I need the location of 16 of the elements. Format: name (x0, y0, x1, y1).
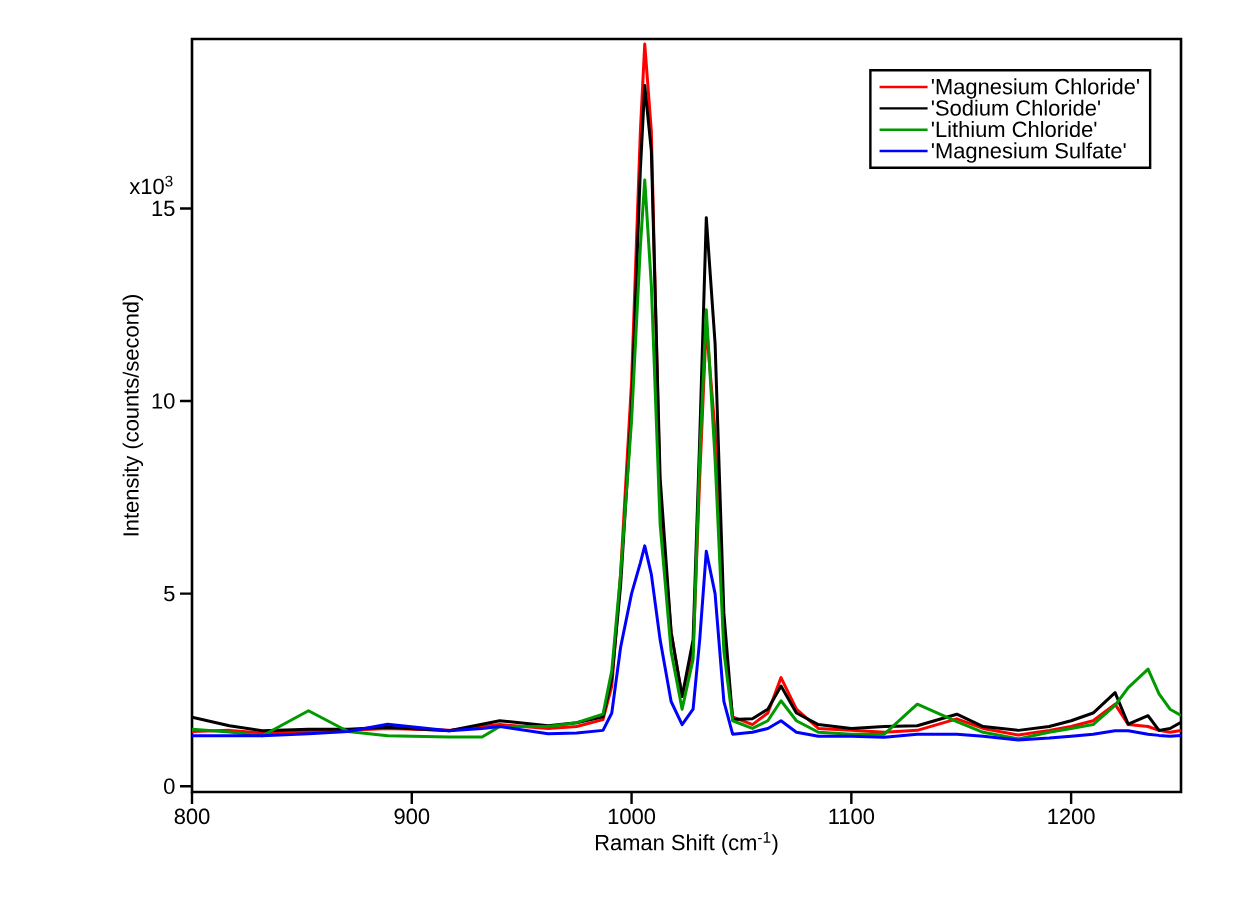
x-tick-label: 1000 (608, 808, 656, 825)
legend-label: 'Sodium Chloride' (931, 99, 1101, 116)
x-tick-label: 1100 (829, 808, 875, 825)
x-tick-label: 1200 (1048, 808, 1095, 825)
legend-label: 'Lithium Chloride' (931, 121, 1097, 138)
y-tick-label: 15 (152, 200, 175, 217)
x-tick-label: 900 (394, 808, 430, 825)
x-tick-label: 800 (174, 808, 210, 825)
y-tick-label: 5 (164, 585, 175, 602)
x-axis-title: Raman Shift (cm$^{-1}$) (595, 832, 778, 855)
y-tick-label: 0 (164, 778, 175, 794)
y-axis-title: Intensity (counts/second) (122, 295, 144, 536)
y-tick-label: 10 (152, 393, 175, 409)
legend-label: 'Magnesium Chloride' (931, 78, 1139, 99)
legend-label: 'Magnesium Sulfate' (931, 142, 1126, 163)
text: x10$^{3}$ (129, 175, 173, 195)
